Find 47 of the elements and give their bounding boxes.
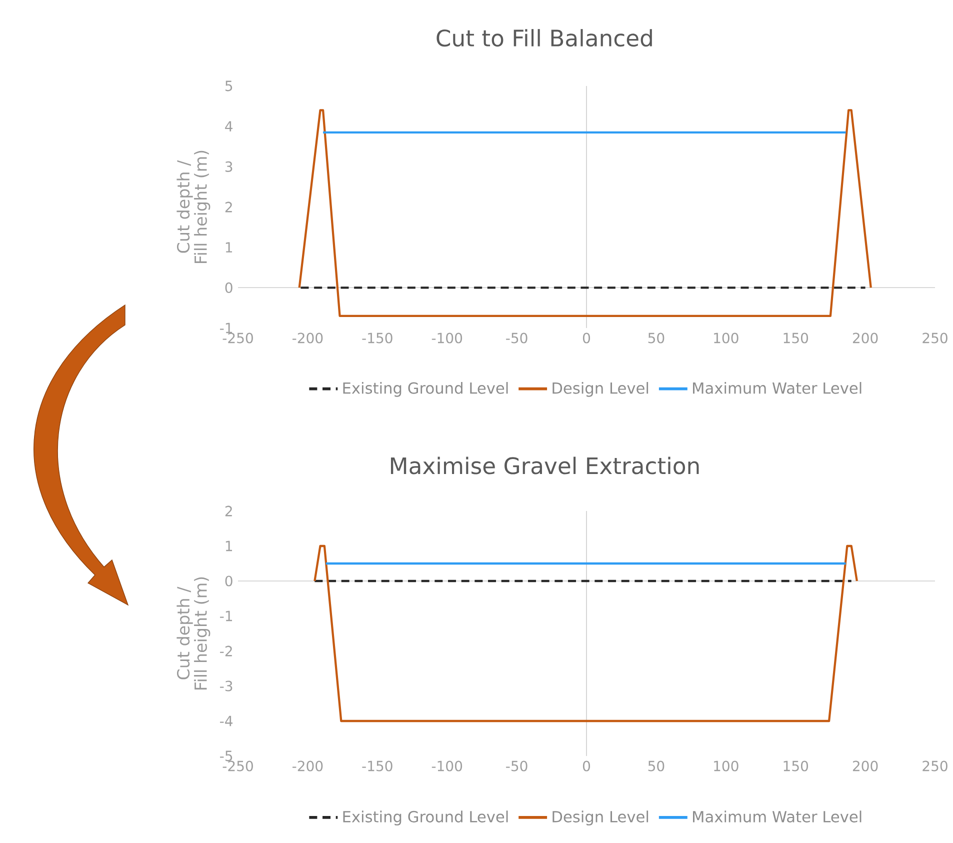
x-tick-label: -250 xyxy=(222,332,253,344)
x-tick-label: 150 xyxy=(784,332,808,344)
y-tick-label: 0 xyxy=(225,576,232,586)
x-tick-label: -100 xyxy=(432,760,462,772)
y-tick-label: 3 xyxy=(225,161,232,172)
y-tick-label: 4 xyxy=(225,121,232,132)
x-tick-label: 250 xyxy=(922,332,948,344)
x-tick-label: 250 xyxy=(922,760,948,772)
legend-label: Design Level xyxy=(552,382,648,397)
chart-title: Cut to Fill Balanced xyxy=(436,29,652,47)
y-tick-label: -3 xyxy=(220,680,232,692)
x-tick-label: -50 xyxy=(506,332,528,344)
legend-label: Maximum Water Level xyxy=(693,810,862,822)
x-tick-label: -200 xyxy=(292,760,323,772)
x-tick-label: -150 xyxy=(362,332,392,344)
y-tick-label: 2 xyxy=(225,202,232,212)
x-tick-label: 50 xyxy=(648,760,664,772)
y-tick-label: -2 xyxy=(220,646,232,656)
y-axis-title: Cut depth / Fill height (m) xyxy=(176,577,210,690)
x-tick-label: 200 xyxy=(852,332,878,344)
y-tick-label: 5 xyxy=(225,80,232,92)
x-tick-label: 100 xyxy=(714,760,738,772)
legend-label: Existing Ground Level xyxy=(343,382,508,397)
legend-label: Maximum Water Level xyxy=(693,382,862,394)
x-tick-label: -100 xyxy=(432,332,462,344)
y-tick-label: 1 xyxy=(226,540,232,552)
y-axis-title: Cut depth / Fill height (m) xyxy=(176,150,210,263)
x-tick-label: 200 xyxy=(852,760,878,772)
legend-label: Existing Ground Level xyxy=(343,810,508,826)
y-tick-label: -4 xyxy=(220,716,232,726)
x-tick-label: 0 xyxy=(582,332,590,344)
y-tick-label: 1 xyxy=(226,242,232,252)
x-tick-label: -200 xyxy=(292,332,323,344)
y-tick-label: -5 xyxy=(220,750,232,762)
y-tick-label: 2 xyxy=(225,506,232,516)
y-tick-label: 0 xyxy=(225,282,232,293)
x-tick-label: 150 xyxy=(784,760,808,772)
x-tick-label: 50 xyxy=(648,332,664,344)
chart-title: Maximise Gravel Extraction xyxy=(390,456,699,474)
y-tick-label: -1 xyxy=(220,322,232,334)
x-tick-label: -150 xyxy=(362,760,392,772)
x-tick-label: 100 xyxy=(714,332,738,344)
y-tick-label: -1 xyxy=(220,610,232,622)
legend-label: Design Level xyxy=(552,810,648,826)
x-tick-label: 0 xyxy=(582,760,590,772)
x-tick-label: -250 xyxy=(222,760,253,772)
x-tick-label: -50 xyxy=(506,760,528,772)
